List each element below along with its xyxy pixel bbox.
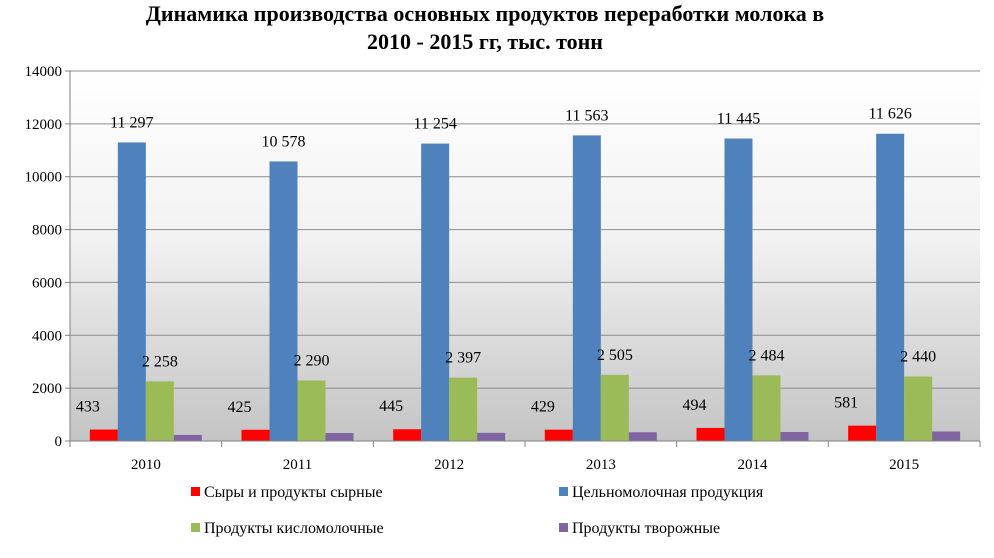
data-label: 429 bbox=[531, 399, 555, 416]
bar-2012-series-2 bbox=[421, 143, 450, 441]
x-tick-label: 2011 bbox=[283, 457, 312, 473]
data-label: 11 297 bbox=[110, 114, 153, 131]
data-label: 11 626 bbox=[868, 106, 911, 123]
bar-2015-series-1 bbox=[848, 425, 877, 441]
data-label: 2 440 bbox=[900, 349, 936, 366]
legend: Сыры и продукты сырные Цельномолочная про… bbox=[191, 484, 764, 537]
data-label: 2 397 bbox=[445, 350, 481, 367]
gridlines bbox=[70, 70, 980, 389]
bar-2010-series-3 bbox=[145, 381, 174, 441]
data-label: 433 bbox=[76, 399, 100, 416]
y-tick-label: 12000 bbox=[25, 117, 63, 133]
data-label: 581 bbox=[834, 395, 858, 412]
x-tick-label: 2014 bbox=[738, 457, 769, 473]
x-tick-label: 2015 bbox=[889, 457, 919, 473]
bar-2012-series-1 bbox=[393, 429, 422, 441]
y-tick-label: 6000 bbox=[32, 275, 62, 291]
legend-label: Продукты кисломолочные bbox=[204, 520, 384, 537]
data-label: 2 290 bbox=[294, 352, 330, 369]
bar-2013-series-4 bbox=[628, 432, 657, 441]
bar-2013-series-3 bbox=[600, 374, 629, 441]
y-tick-label: 14000 bbox=[25, 64, 63, 80]
legend-swatch bbox=[191, 523, 200, 532]
bar-2010-series-4 bbox=[173, 434, 202, 441]
axes: 0 2000 4000 6000 8000 10000 12000 14000 2010 2011… bbox=[25, 64, 981, 473]
bar-2011-series-1 bbox=[241, 429, 270, 441]
x-tick-label: 2013 bbox=[586, 457, 616, 473]
legend-label: Продукты творожные bbox=[572, 520, 720, 537]
chart-title: Динамика производства основных продуктов… bbox=[146, 1, 824, 54]
bar-2011-series-4 bbox=[325, 433, 354, 441]
y-tick-label: 2000 bbox=[32, 381, 62, 397]
bar-2012-series-4 bbox=[477, 432, 506, 441]
bar-2014-series-1 bbox=[696, 427, 725, 441]
bar-2015-series-3 bbox=[904, 376, 933, 441]
chart-title-line-2: 2010 - 2015 гг, тыс. тонн bbox=[367, 29, 603, 54]
bar-2011-series-3 bbox=[297, 380, 326, 441]
legend-swatch bbox=[559, 523, 568, 532]
x-tick-label: 2010 bbox=[131, 457, 161, 473]
bar-2011-series-2 bbox=[269, 161, 298, 441]
data-label: 11 445 bbox=[717, 111, 760, 128]
legend-swatch bbox=[559, 487, 568, 496]
data-label: 445 bbox=[379, 398, 403, 415]
bars bbox=[89, 133, 961, 441]
y-tick-label: 4000 bbox=[32, 328, 62, 344]
data-label: 11 563 bbox=[565, 107, 608, 124]
x-tick-label: 2012 bbox=[434, 457, 464, 473]
bar-2014-series-3 bbox=[752, 375, 781, 441]
y-tick-label: 10000 bbox=[25, 170, 63, 186]
legend-label: Цельномолочная продукция bbox=[572, 484, 764, 501]
data-label: 11 254 bbox=[413, 116, 456, 133]
chart-title-line-1: Динамика производства основных продуктов… bbox=[146, 1, 824, 26]
data-label: 2 484 bbox=[749, 347, 785, 364]
legend-label: Сыры и продукты сырные bbox=[204, 484, 383, 501]
bar-2013-series-1 bbox=[544, 429, 573, 441]
bar-2010-series-1 bbox=[89, 429, 118, 441]
bar-2010-series-2 bbox=[117, 142, 146, 441]
legend-swatch bbox=[191, 487, 200, 496]
bar-2014-series-4 bbox=[780, 432, 809, 441]
data-label: 2 505 bbox=[597, 347, 633, 364]
bar-2013-series-2 bbox=[572, 135, 601, 441]
y-tick-label: 8000 bbox=[32, 223, 62, 239]
data-label: 2 258 bbox=[142, 353, 178, 370]
bar-2012-series-3 bbox=[449, 377, 478, 441]
y-tick-label: 0 bbox=[55, 434, 63, 450]
bar-2014-series-2 bbox=[724, 138, 753, 441]
bar-2015-series-2 bbox=[876, 133, 905, 441]
plot-area bbox=[70, 71, 980, 441]
bar-2015-series-4 bbox=[932, 431, 961, 441]
data-label: 425 bbox=[228, 399, 252, 416]
data-labels: 433 11 297 2 258 425 10 578 2 290 445 11 254 2 3… bbox=[76, 106, 936, 416]
data-label: 10 578 bbox=[262, 133, 306, 150]
data-label: 494 bbox=[683, 397, 707, 414]
